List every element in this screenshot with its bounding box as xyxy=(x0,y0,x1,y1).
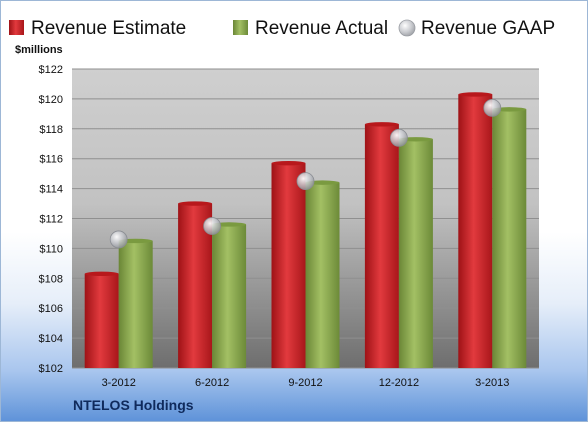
revenue-gaap-marker xyxy=(389,128,408,147)
revenue-estimate-bar xyxy=(364,124,399,368)
revenue-estimate-bar-cap xyxy=(178,201,213,206)
y-axis-unit-label: $millions xyxy=(15,44,63,56)
y-tick-label: $112 xyxy=(39,214,63,226)
revenue-actual-bar xyxy=(398,139,433,368)
revenue-estimate-bar xyxy=(271,163,306,368)
legend-label: Revenue Estimate xyxy=(31,18,186,39)
legend-label: Revenue GAAP xyxy=(421,18,555,39)
y-tick-label: $120 xyxy=(39,94,63,106)
legend-swatch xyxy=(233,20,248,35)
x-tick-label: 12-2012 xyxy=(379,377,419,389)
x-axis-ticks: 3-2012 6-2012 9-2012 12-2012 3-2013 xyxy=(102,377,510,389)
y-axis-ticks: $102 $104 $106 $108 $110 $112 $114 $116 $118 $120… xyxy=(39,64,63,375)
gaap-markers xyxy=(109,98,502,249)
revenue-gaap-marker xyxy=(483,98,502,117)
y-tick-label: $104 xyxy=(39,333,63,345)
revenue-estimate-bar-cap xyxy=(364,122,399,127)
legend-swatch xyxy=(398,19,416,37)
y-tick-label: $108 xyxy=(39,273,63,285)
legend-revenue-actual: Revenue Actual xyxy=(233,18,388,39)
company-name: NTELOS Holdings xyxy=(73,397,194,413)
y-tick-label: $116 xyxy=(39,154,63,166)
revenue-gaap-marker xyxy=(296,172,315,191)
legend-revenue-gaap: Revenue GAAP xyxy=(398,18,555,39)
revenue-actual-bar xyxy=(305,182,340,368)
x-tick-label: 3-2012 xyxy=(102,377,136,389)
revenue-estimate-bar xyxy=(84,273,119,368)
x-tick-label: 6-2012 xyxy=(195,377,229,389)
revenue-actual-bar xyxy=(492,109,527,369)
revenue-estimate-bar-cap xyxy=(271,160,306,166)
revenue-estimate-bar-cap xyxy=(458,92,493,97)
legend-revenue-estimate: Revenue Estimate xyxy=(9,18,186,39)
y-tick-label: $110 xyxy=(39,243,63,255)
revenue-actual-bar xyxy=(212,224,247,368)
legend-label: Revenue Actual xyxy=(255,18,388,39)
y-tick-label: $122 xyxy=(39,64,63,76)
x-tick-label: 9-2012 xyxy=(288,377,322,389)
y-tick-label: $114 xyxy=(39,184,63,196)
revenue-gaap-marker xyxy=(109,230,128,249)
revenue-estimate-bar-cap xyxy=(84,271,119,277)
revenue-gaap-marker xyxy=(203,217,222,235)
y-tick-label: $102 xyxy=(39,363,63,375)
revenue-actual-bar xyxy=(118,240,153,368)
legend-swatch xyxy=(9,20,24,35)
y-tick-label: $106 xyxy=(39,303,63,315)
y-tick-label: $118 xyxy=(39,124,63,136)
revenue-estimate-bar xyxy=(458,94,493,368)
legend: Revenue Estimate Revenue Actual Revenue GA… xyxy=(9,18,555,39)
x-tick-label: 3-2013 xyxy=(475,377,509,389)
